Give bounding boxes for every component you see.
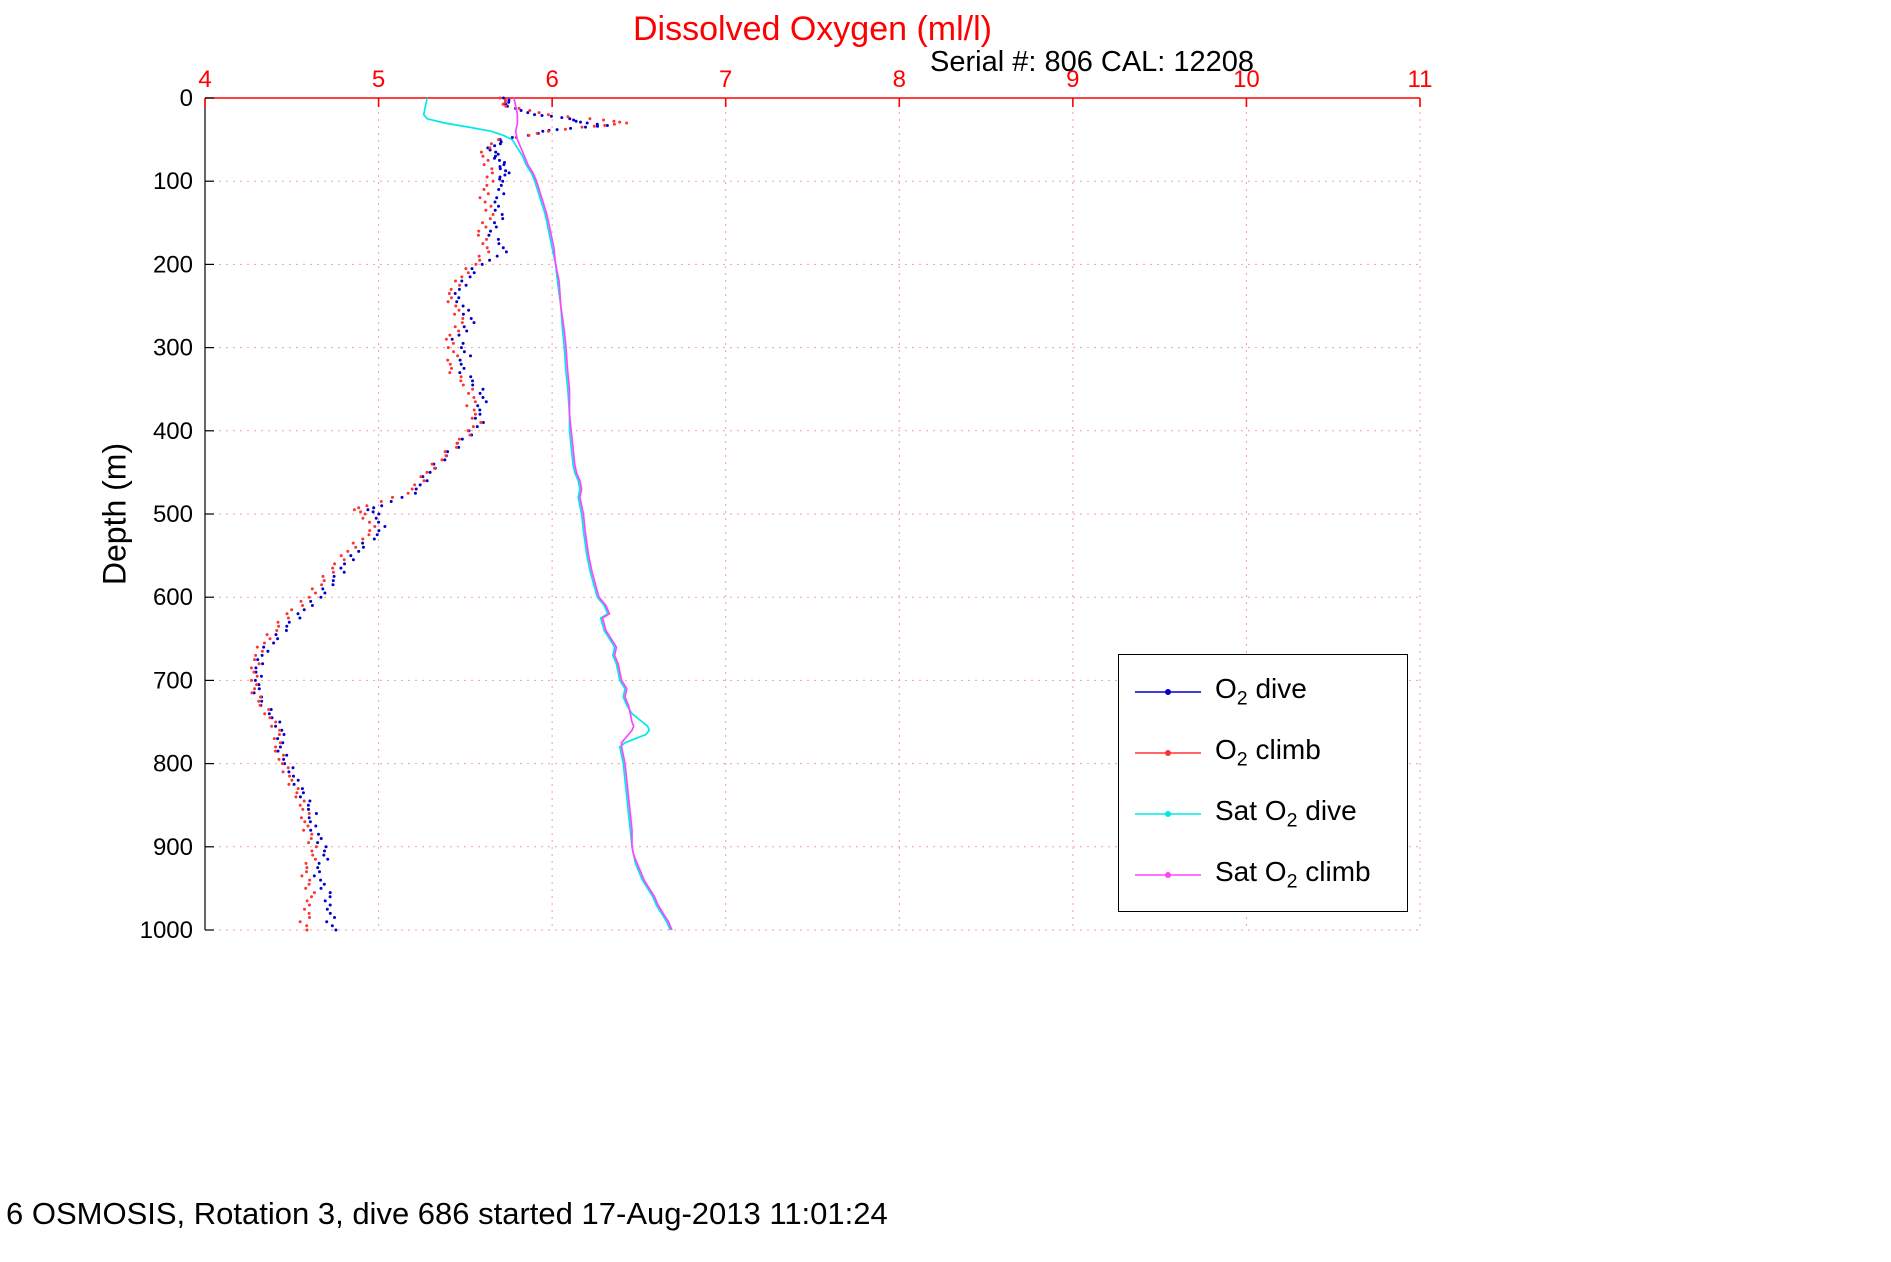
legend: O2 dive O2 climb Sat O2 dive Sat O2 clim…: [1118, 654, 1408, 912]
x-tick-label: 10: [1233, 66, 1260, 93]
y-tick-label: 400: [153, 418, 193, 445]
legend-label-sat-o2-dive: Sat O2 dive: [1215, 794, 1357, 832]
x-tick-label: 7: [719, 66, 732, 93]
legend-entry-sat-o2-climb: Sat O2 climb: [1119, 856, 1407, 894]
series-o2-dive: [252, 96, 609, 932]
x-axis-ticks: 4 5 6 7 8 9 10 11: [198, 66, 1432, 107]
serial-cal-info: Serial #: 806 CAL: 12208: [930, 46, 1255, 78]
y-tick-label: 800: [153, 751, 193, 778]
series-o2-climb: [249, 96, 629, 932]
chart-title: Dissolved Oxygen (ml/l): [633, 10, 992, 48]
x-tick-label: 6: [545, 66, 558, 93]
y-tick-label: 500: [153, 501, 193, 528]
y-tick-label: 600: [153, 584, 193, 611]
legend-marker-sat-o2-climb: [1135, 871, 1201, 878]
x-tick-label: 8: [893, 66, 906, 93]
legend-label-o2-dive: O2 dive: [1215, 672, 1307, 710]
x-tick-label: 11: [1408, 66, 1433, 93]
y-tick-label: 1000: [140, 917, 193, 944]
y-tick-label: 0: [180, 85, 193, 112]
legend-entry-o2-climb: O2 climb: [1119, 734, 1407, 772]
legend-label-o2-climb: O2 climb: [1215, 733, 1321, 771]
legend-marker-sat-o2-dive: [1135, 810, 1201, 817]
y-tick-label: 900: [153, 834, 193, 861]
series-sat-o2-climb: [513, 97, 673, 931]
legend-marker-o2-climb: [1135, 749, 1201, 756]
x-tick-label: 4: [198, 66, 211, 93]
y-tick-label: 200: [153, 251, 193, 278]
legend-marker-o2-dive: [1135, 688, 1201, 695]
legend-entry-sat-o2-dive: Sat O2 dive: [1119, 795, 1407, 833]
footer-caption: 6 OSMOSIS, Rotation 3, dive 686 started …: [6, 1196, 888, 1231]
legend-label-sat-o2-climb: Sat O2 climb: [1215, 855, 1371, 893]
y-tick-label: 100: [153, 168, 193, 195]
legend-entry-o2-dive: O2 dive: [1119, 673, 1407, 711]
x-tick-label: 9: [1066, 66, 1079, 93]
y-tick-label: 700: [153, 667, 193, 694]
y-axis-ticks: 0 100 200 300 400 500 600 700 800 900 1000: [140, 85, 214, 944]
y-tick-label: 300: [153, 335, 193, 362]
x-tick-label: 5: [372, 66, 385, 93]
series-sat-o2-dive: [422, 97, 671, 931]
